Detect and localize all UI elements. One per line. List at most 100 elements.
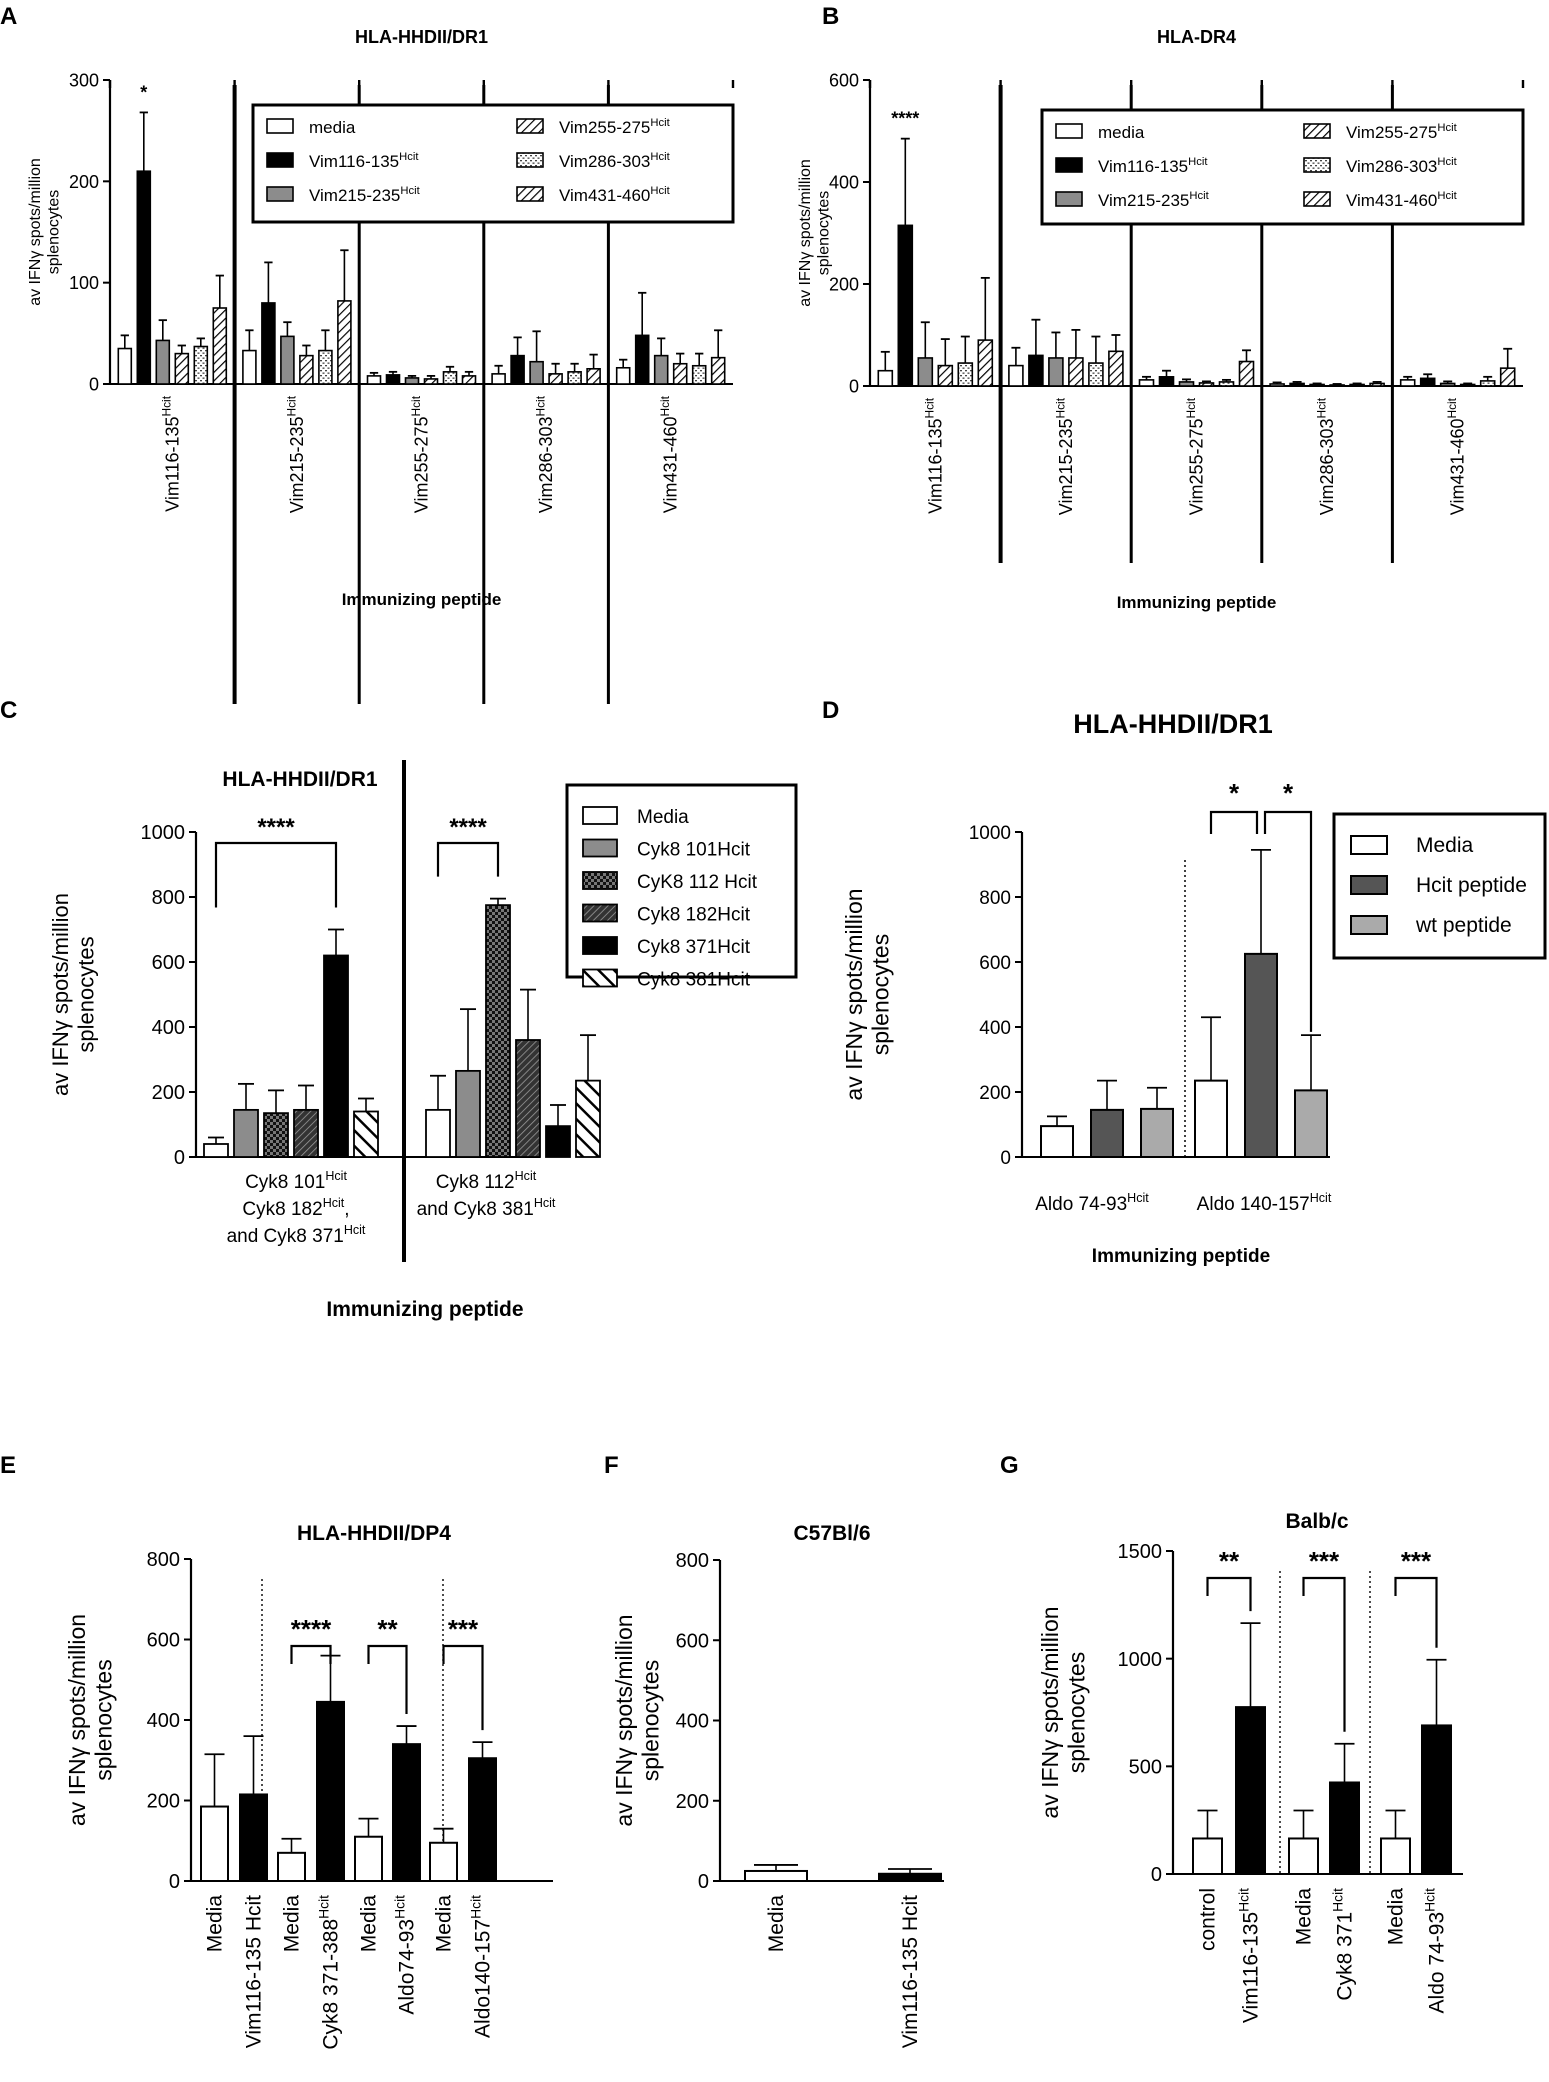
x-group-label-3-text: Vim286-303 — [1317, 418, 1337, 515]
x-group-label-0-line-1: Cyk8 182Hcit, — [242, 1196, 349, 1220]
x-group-label-1-sup: Hcit — [1310, 1191, 1332, 1205]
y-axis-label-line-1: splenocytes — [867, 934, 893, 1055]
y-tick-label-0: 0 — [89, 374, 99, 394]
x-label-3-text: Cyk8 371-388 — [320, 1919, 343, 2050]
bar-vim255-275-vim431-460hcit-5 — [1238, 360, 1255, 387]
x-label-0-text: control — [1197, 1888, 1220, 1951]
legend-label-0-text: media — [1098, 123, 1145, 142]
legend-box — [251, 103, 735, 224]
y-tick-label-800: 800 — [147, 1549, 180, 1571]
bar-vim255-275-vim116-135hcit-1 — [385, 374, 401, 385]
x-group-label-0-text: Aldo 74-93 — [1035, 1194, 1127, 1215]
x-label-1-text: Vim116-135 — [1240, 1912, 1263, 2023]
legend-label-0: Media — [1416, 834, 1474, 857]
significance-0-label: **** — [291, 1614, 332, 1644]
chart-panel-c: HLA-HHDII/DR1 0 200 400 600 800 1000 av IFNγ sp… — [48, 760, 798, 1321]
x-label-5-text: Aldo74-93 — [396, 1919, 419, 2015]
bar-group0-cyk8-112-hcit — [263, 1112, 289, 1158]
bar-vim116-135-vim215-235hcit-2 — [155, 339, 171, 385]
bar-vim116-135-vim116-135hcit-1 — [897, 224, 914, 387]
significance-1-label: * — [1283, 778, 1294, 808]
legend: Media Hcit peptide wt peptide — [1332, 812, 1547, 960]
bar-vim255-275-vim286-303hcit-4 — [1218, 381, 1235, 387]
x-label-3: Cyk8 371Hcit — [1330, 1888, 1357, 2001]
legend-label-5: Cyk8 381Hcit — [637, 970, 751, 991]
legend-label-3-sup: Hcit — [650, 117, 670, 129]
x-axis-title: Immunizing peptide — [342, 590, 502, 609]
chart-panel-g: Balb/c 0 500 1000 1500 av IFNγ spots/millions… — [1037, 1510, 1463, 2023]
legend-swatch-0 — [266, 118, 294, 134]
bar-3-cyk8-371hcit — [1329, 1781, 1360, 1875]
y-tick-label-400: 400 — [152, 1017, 185, 1039]
x-label-0: Media — [204, 1895, 227, 1953]
y-tick-label-0: 0 — [1151, 1864, 1162, 1886]
bar-vim215-235-vim255-275hcit-3 — [1068, 357, 1084, 387]
bar-aldo-140-157-hcit-peptide — [1244, 952, 1278, 1158]
legend-swatch-4 — [516, 152, 544, 168]
y-tick-label-0: 0 — [698, 1871, 709, 1893]
y-tick-label-0: 0 — [169, 1871, 180, 1893]
significance-1-label: ** — [377, 1614, 398, 1644]
x-label-1: Vim116-135 Hcit — [243, 1895, 266, 2048]
significance-1: * — [1263, 778, 1313, 1032]
significance-2: *** — [1394, 1546, 1438, 1648]
significance-0: ** — [1206, 1546, 1252, 1612]
y-axis-label-line-0: av IFNγ spots/million — [841, 888, 867, 1100]
y-axis-label: av IFNγ spots/millionsplenocytes — [1037, 1606, 1089, 1818]
bar-vim116-135-media-0 — [877, 369, 894, 387]
bar-5-aldo-74-93hcit — [1421, 1724, 1452, 1876]
bar-vim215-235-vim215-235hcit-2 — [280, 335, 295, 385]
y-tick-label-600: 600 — [979, 953, 1011, 974]
x-label-0: control — [1197, 1888, 1220, 1951]
x-group-label-3: Vim286-303Hcit — [1315, 397, 1338, 515]
bar-vim286-303-vim116-135hcit-1 — [510, 354, 525, 385]
y-tick-label-800: 800 — [979, 888, 1011, 909]
legend-label-4-text: Vim286-303 — [559, 152, 650, 171]
bar-vim431-460-vim116-135hcit-1 — [634, 334, 650, 385]
y-tick-label-600: 600 — [152, 952, 185, 974]
legend-label-2: CyK8 112 Hcit — [637, 872, 758, 893]
significance-0-label: * — [1229, 778, 1240, 808]
x-group-label-0-line-2-run-0: and Cyk8 371 — [227, 1226, 344, 1247]
legend-swatch-1 — [1350, 875, 1388, 895]
legend-label-3: Vim255-275Hcit — [1346, 122, 1458, 142]
x-label-4-text: Media — [1385, 1888, 1408, 1946]
legend-swatch-4 — [1303, 157, 1331, 173]
y-axis-label-line-1: splenocytes — [815, 191, 832, 276]
significance-0-label: ** — [1219, 1546, 1240, 1576]
x-group-label-0-sup: Hcit — [1127, 1191, 1149, 1205]
bar-2-media — [277, 1851, 306, 1882]
legend-swatch-0 — [1350, 835, 1388, 855]
x-axis-title: Immunizing peptide — [1092, 1246, 1270, 1267]
legend-swatch-2 — [1350, 915, 1388, 935]
y-axis-label-line-1: splenocytes — [637, 1660, 663, 1781]
x-group-label-0-text: Vim116-135 — [925, 418, 945, 513]
legend-label-1-sup: Hcit — [399, 151, 419, 163]
legend-swatch-0 — [582, 806, 618, 825]
bar-aldo-74-93-media — [1040, 1125, 1074, 1158]
legend: mediaVim116-135HcitVim215-235HcitVim255-… — [1040, 108, 1525, 226]
x-group-label-1-line-1-run-1: Hcit — [534, 1196, 556, 1210]
panel-letter-f: F — [604, 1452, 619, 1479]
chart-title: HLA-HHDII/DR1 — [1073, 709, 1273, 739]
x-group-label-1-sup: Hcit — [284, 395, 298, 416]
x-group-label-2-text: Vim255-275 — [412, 416, 432, 513]
x-group-label-4-sup: Hcit — [1445, 397, 1459, 418]
significance-0-bracket — [214, 841, 338, 908]
x-label-6: Media — [433, 1895, 456, 1953]
y-axis-label: av IFNγ spots/millionsplenocytes — [611, 1614, 663, 1826]
bar-vim431-460-vim255-275hcit-3 — [1459, 383, 1476, 387]
legend-swatch-5 — [1303, 191, 1331, 207]
y-tick-label-0: 0 — [849, 376, 859, 396]
x-group-label-0-line-2: and Cyk8 371Hcit — [227, 1223, 366, 1247]
legend-label-1-sup: Hcit — [1188, 156, 1208, 168]
chart-panel-e: HLA-HHDII/DP4 0 200 400 600 800 av IFNγ spots/… — [64, 1522, 553, 2050]
y-axis-label-line-1: splenocytes — [1063, 1652, 1089, 1773]
x-group-label-2: Vim255-275Hcit — [1184, 397, 1207, 515]
y-tick-label-0: 0 — [1000, 1148, 1011, 1169]
bar-vim215-235-vim286-303hcit-4 — [1088, 362, 1104, 387]
legend-label-0: Media — [637, 807, 689, 828]
significance-0-label: **** — [257, 814, 295, 841]
legend-label-5: Vim431-460Hcit — [559, 185, 671, 205]
